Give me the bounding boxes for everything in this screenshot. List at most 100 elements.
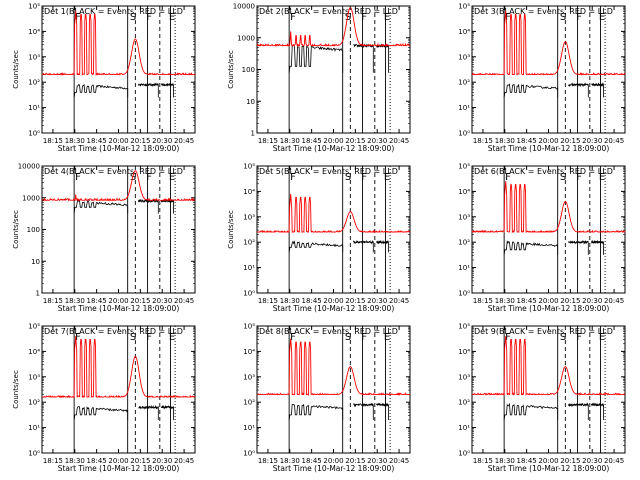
y-tick-label: 10⁵ xyxy=(458,323,470,331)
y-tick-label: 10000 xyxy=(18,163,40,171)
event-marker-label: F xyxy=(290,332,296,343)
detector-panel-9: Det 9(BLACK = Events, RED = LLD 10⁰ 10¹ 10²… xyxy=(458,323,626,473)
detector-panel-6: Det 6(BLACK = Events, RED = LLD 10⁰ 10¹ 10²… xyxy=(458,163,626,313)
event-marker-label: F xyxy=(576,332,582,343)
x-tick-label: 20:15 xyxy=(130,297,150,305)
x-tick-label: 18:30 xyxy=(495,297,515,305)
detector-panel-7: Det 7(BLACK = Events, RED = LLD 10⁰ 10¹ 10²… xyxy=(12,323,196,473)
panel-title: Det 7(BLACK = Events, RED = LLD xyxy=(44,327,183,336)
x-tick-label: 18:15 xyxy=(43,297,63,305)
x-tick-label: 20:00 xyxy=(323,137,343,145)
event-marker-label: F xyxy=(290,12,296,23)
x-tick-label: 20:15 xyxy=(345,457,365,465)
x-tick-label: 20:30 xyxy=(152,297,172,305)
x-axis-label: Start Time (10-Mar-12 18:09:00) xyxy=(273,144,395,153)
event-marker-label: F xyxy=(75,332,81,343)
x-tick-label: 18:30 xyxy=(65,457,85,465)
detector-panel-5: Det 5(BLACK = Events, RED = LLD 10⁰ 10¹ 10²… xyxy=(227,163,411,313)
x-tick-label: 20:00 xyxy=(323,457,343,465)
y-tick-label: 1 xyxy=(36,290,40,298)
x-tick-label: 20:15 xyxy=(345,137,365,145)
y-tick-label: 10¹ xyxy=(458,424,470,432)
x-tick-label: 20:00 xyxy=(538,297,558,305)
y-tick-label: 10¹ xyxy=(458,104,470,112)
events-series-line xyxy=(288,240,344,253)
y-tick-label: 10¹ xyxy=(28,424,40,432)
x-tick-label: 20:45 xyxy=(389,457,409,465)
events-series-line xyxy=(288,403,344,421)
y-tick-label: 1000 xyxy=(22,194,40,202)
plot-frame xyxy=(41,325,196,454)
y-tick-label: 10⁵ xyxy=(243,163,255,171)
lld-series-line xyxy=(41,11,196,76)
y-tick-label: 10¹ xyxy=(28,104,40,112)
detector-panel-2: Det 2(BLACK = Events, RED = LLD 1 10 100 100… xyxy=(227,3,411,153)
panel-title: Det 2(BLACK = Events, RED = LLD xyxy=(259,7,398,16)
y-axis-label: Counts/sec xyxy=(12,370,20,409)
y-tick-label: 1 xyxy=(251,130,255,138)
events-series-line xyxy=(375,43,389,73)
event-marker-label: E xyxy=(384,172,390,183)
event-marker-label: S xyxy=(345,12,351,23)
events-series-line xyxy=(353,43,374,73)
x-tick-label: 20:30 xyxy=(367,137,387,145)
x-tick-label: 18:15 xyxy=(258,137,278,145)
events-series-line xyxy=(73,83,129,98)
events-series-line xyxy=(503,240,559,255)
y-tick-label: 10⁰ xyxy=(458,290,470,298)
events-series-line xyxy=(353,239,374,253)
y-tick-label: 10⁵ xyxy=(458,3,470,11)
y-tick-label: 10000 xyxy=(233,3,255,11)
y-tick-label: 1000 xyxy=(237,34,255,42)
events-series-line xyxy=(568,239,589,255)
event-marker-label: E xyxy=(599,172,605,183)
lld-series-line xyxy=(42,336,196,399)
event-marker-label: E xyxy=(169,332,175,343)
y-tick-label: 10⁰ xyxy=(243,290,255,298)
events-series-line xyxy=(288,44,344,73)
y-tick-label: 100 xyxy=(27,226,40,234)
y-tick-label: 10⁵ xyxy=(28,3,40,11)
x-tick-label: 20:15 xyxy=(560,457,580,465)
panel-title: Det 6(BLACK = Events, RED = LLD xyxy=(474,167,613,176)
x-tick-label: 18:15 xyxy=(473,297,493,305)
event-marker-label: F xyxy=(290,172,296,183)
event-marker-label: F xyxy=(361,12,367,23)
y-tick-label: 10¹ xyxy=(243,264,255,272)
y-tick-label: 10³ xyxy=(243,373,255,381)
y-axis-label: Counts/sec xyxy=(12,50,20,89)
y-tick-label: 10⁴ xyxy=(458,188,470,196)
x-tick-label: 18:30 xyxy=(280,297,300,305)
panel-title: Det 1(BLACK = Events, RED = LLD xyxy=(44,7,183,16)
x-tick-label: 20:00 xyxy=(323,297,343,305)
event-marker-label: F xyxy=(75,12,81,23)
events-series-line xyxy=(591,239,604,255)
x-axis-label: Start Time (10-Mar-12 18:09:00) xyxy=(58,144,180,153)
x-tick-label: 20:30 xyxy=(367,457,387,465)
lld-series-line xyxy=(471,336,626,396)
events-series-line xyxy=(73,406,129,421)
x-tick-label: 18:45 xyxy=(87,137,107,145)
events-series-line xyxy=(568,82,589,98)
plot-frame xyxy=(256,5,411,134)
x-tick-label: 18:30 xyxy=(65,297,85,305)
lld-series-line xyxy=(256,7,410,47)
x-tick-label: 18:45 xyxy=(517,457,537,465)
y-tick-label: 10 xyxy=(31,258,40,266)
event-marker-label: E xyxy=(599,12,605,23)
events-series-line xyxy=(503,402,559,421)
y-tick-label: 100 xyxy=(242,66,255,74)
x-tick-label: 20:00 xyxy=(108,137,128,145)
y-tick-label: 10⁴ xyxy=(28,348,40,356)
x-axis-label: Start Time (10-Mar-12 18:09:00) xyxy=(273,464,395,473)
events-series-line xyxy=(353,402,374,420)
x-tick-label: 20:15 xyxy=(560,137,580,145)
event-marker-label: F xyxy=(361,172,367,183)
lld-series-line xyxy=(256,338,410,396)
event-marker-label: S xyxy=(130,12,136,23)
x-tick-label: 18:15 xyxy=(258,457,278,465)
x-tick-label: 18:15 xyxy=(473,457,493,465)
detector-panel-8: Det 8(BLACK = Events, RED = LLD 10⁰ 10¹ 10²… xyxy=(243,323,411,473)
event-marker-label: S xyxy=(560,172,566,183)
x-tick-label: 20:30 xyxy=(582,137,602,145)
